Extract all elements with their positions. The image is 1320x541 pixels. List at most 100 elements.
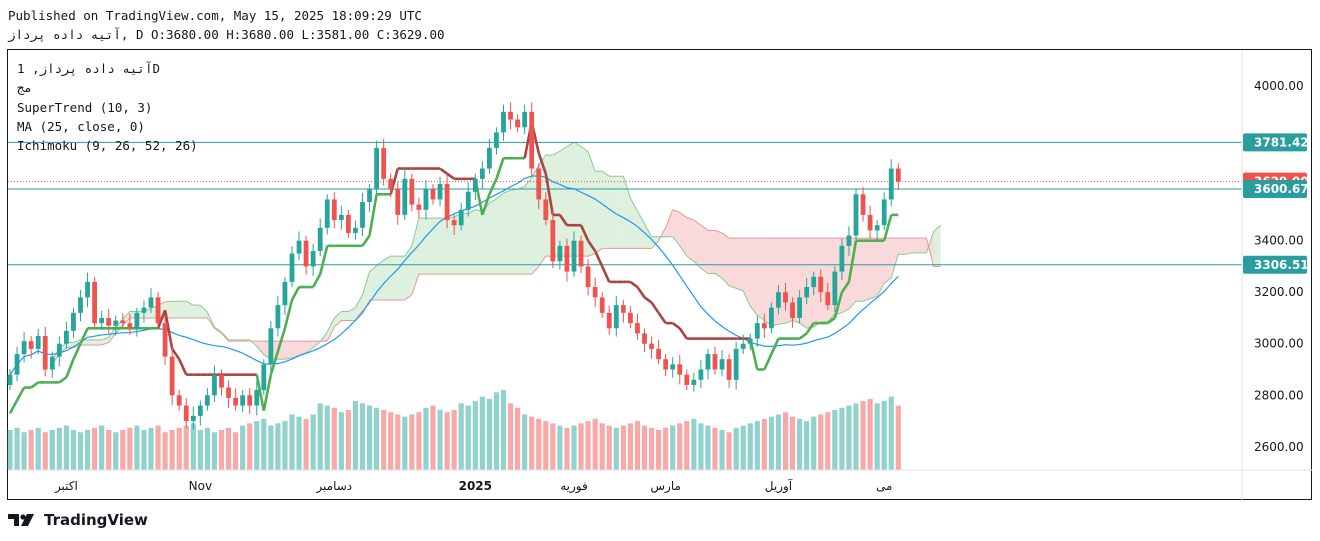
volume-bar [148, 427, 154, 470]
legend-ichimoku[interactable]: Ichimoku (9, 26, 52, 26) [17, 138, 198, 153]
ichimoku-cloud-segment [425, 218, 433, 275]
chart-frame[interactable] [7, 49, 1312, 500]
volume-bar [127, 427, 133, 470]
supertrend-segment [579, 224, 590, 242]
volume-bar [768, 416, 774, 470]
x-tick-label: آوریل [765, 478, 793, 494]
candle [388, 178, 394, 190]
x-tick-label: 2025 [459, 479, 492, 493]
volume-bar [825, 412, 831, 470]
supertrend-segment [361, 234, 371, 247]
volume-bar [204, 427, 210, 470]
supertrend-segment [163, 310, 174, 350]
supertrend-segment [79, 327, 89, 345]
volume-bar [451, 410, 457, 470]
candle [268, 328, 274, 365]
candle [14, 354, 20, 375]
candle [226, 387, 231, 398]
tradingview-footer[interactable]: TradingView [8, 511, 148, 529]
candle [71, 312, 76, 331]
ichimoku-cloud-segment [179, 301, 187, 318]
volume-bar [120, 430, 126, 470]
volume-bar [444, 412, 450, 470]
candle [479, 168, 485, 179]
ichimoku-cloud-segment [390, 256, 398, 300]
candle [317, 227, 323, 251]
volume-bar [486, 398, 492, 470]
supertrend-segment [636, 286, 646, 299]
supertrend-segment [763, 353, 773, 371]
volume-bar [92, 427, 98, 470]
candle [183, 405, 189, 422]
volume-bar [268, 425, 274, 470]
ichimoku-cloud-segment [686, 217, 694, 262]
legend-supertrend[interactable]: SuperTrend (10, 3) [17, 100, 153, 115]
candle [49, 356, 55, 370]
candle [64, 330, 69, 344]
candle [324, 199, 330, 228]
candle [663, 359, 669, 370]
supertrend-segment [671, 322, 681, 330]
volume-bar [197, 430, 203, 470]
candle [585, 266, 591, 288]
candle [141, 307, 147, 313]
ichimoku-cloud-segment [292, 341, 300, 358]
ichimoku-cloud-segment [658, 227, 666, 241]
candle [212, 374, 217, 396]
supertrend-segment [629, 280, 639, 289]
volume-bar [529, 416, 535, 470]
supertrend-segment [290, 286, 301, 301]
candle [754, 323, 760, 339]
ichimoku-cloud-segment [341, 311, 349, 321]
supertrend-segment [15, 386, 26, 402]
ichimoku-cloud-segment [461, 213, 469, 275]
volume-bar [740, 425, 746, 470]
volume-bar [211, 432, 218, 470]
candle [423, 189, 429, 210]
ichimoku-cloud-segment [447, 216, 455, 275]
candle [564, 245, 570, 272]
candle [190, 415, 196, 422]
volume-bar [430, 405, 436, 470]
candle [733, 348, 739, 380]
volume-bar [42, 432, 48, 470]
candle [832, 271, 838, 306]
volume-bar [63, 425, 69, 470]
supertrend-segment [439, 167, 448, 175]
volume-bar [493, 392, 500, 470]
supertrend-segment [833, 291, 844, 319]
volume-bar [310, 414, 316, 470]
candle [458, 209, 464, 226]
candle [599, 297, 605, 313]
volume-bar [648, 427, 655, 470]
ichimoku-cloud-segment [933, 225, 941, 267]
ichimoku-cloud-segment [729, 238, 737, 289]
candle [402, 178, 408, 215]
volume-bar [536, 418, 542, 470]
candle [28, 341, 34, 349]
ichimoku-cloud-segment [750, 238, 758, 316]
volume-bar [395, 414, 401, 470]
ichimoku-cloud-segment [856, 238, 864, 302]
candle [240, 395, 246, 406]
volume-bar [190, 423, 196, 470]
candle [127, 323, 133, 329]
volume-bar [677, 423, 683, 470]
candle [543, 199, 549, 221]
ichimoku-cloud-segment [870, 238, 878, 299]
supertrend-segment [255, 374, 266, 411]
ichimoku-cloud-segment [679, 212, 687, 257]
volume-bar [381, 410, 387, 470]
candle [783, 292, 788, 303]
candle [233, 397, 238, 406]
volume-bar [853, 403, 859, 470]
candle [719, 359, 725, 370]
volume-bar [225, 427, 232, 470]
price-badge [1243, 179, 1307, 198]
legend-ma[interactable]: MA (25, close, 0) [17, 119, 145, 134]
volume-bar [366, 405, 373, 470]
candle [487, 147, 492, 169]
candle [176, 395, 182, 406]
supertrend-segment [495, 157, 505, 180]
